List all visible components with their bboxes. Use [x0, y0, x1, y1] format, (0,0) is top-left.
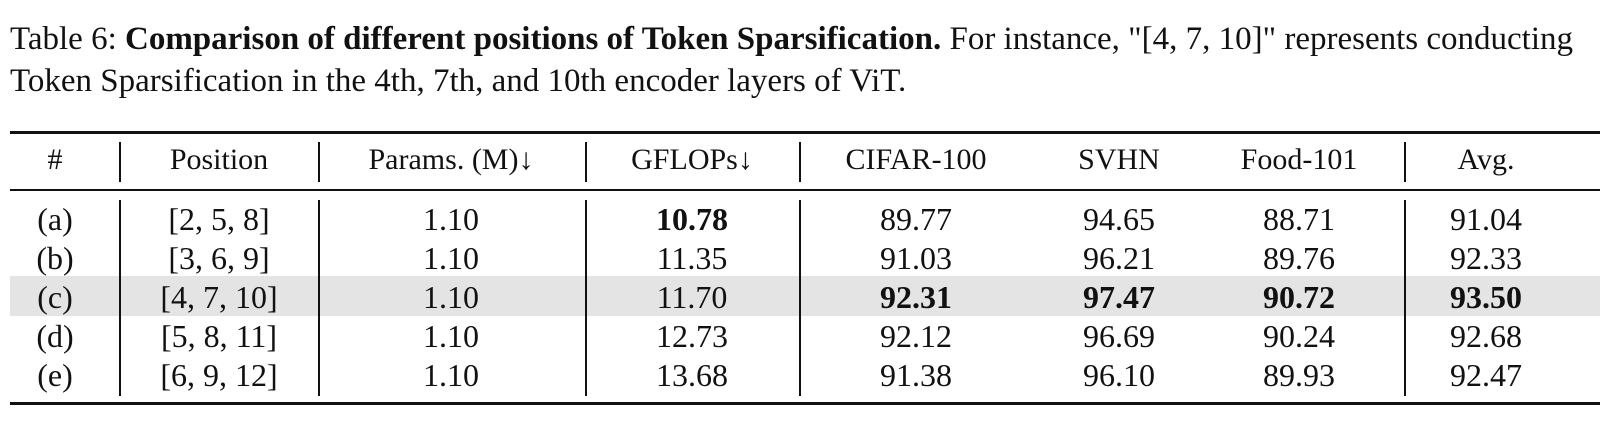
svhn-cell: 96.21 [1083, 240, 1155, 276]
row-id: (a) [37, 201, 73, 237]
cifar100-cell: 89.77 [880, 201, 952, 237]
svhn-cell: 94.65 [1083, 201, 1155, 237]
avg-cell: 93.50 [1450, 279, 1522, 315]
caption-label: Table 6: [10, 21, 125, 57]
position-cell: [2, 5, 8] [168, 201, 270, 237]
row-id: (c) [37, 279, 73, 315]
column-divider [1404, 200, 1406, 396]
cifar100-cell: 91.03 [880, 240, 952, 276]
table-caption: Table 6: Comparison of different positio… [10, 18, 1600, 102]
row-id: (e) [37, 357, 73, 393]
row-id: (d) [36, 318, 74, 354]
params-cell: 1.10 [423, 240, 479, 276]
params-cell: 1.10 [423, 357, 479, 393]
caption-text: For instance, "[4, 7, 10]" represents co… [10, 21, 1574, 99]
bottom-rule [10, 402, 1600, 405]
gflops-cell: 13.68 [656, 357, 728, 393]
header-svhn: SVHN [1078, 143, 1160, 176]
caption-title: Comparison of different positions of Tok… [124, 21, 942, 57]
header-position: Position [169, 143, 269, 176]
params-cell: 1.10 [423, 318, 479, 354]
food101-cell: 88.71 [1263, 201, 1335, 237]
column-divider [799, 142, 801, 182]
header-number: # [47, 143, 63, 176]
gflops-cell: 11.35 [656, 240, 728, 276]
cifar100-cell: 91.38 [880, 357, 952, 393]
gflops-cell: 10.78 [656, 201, 728, 237]
food101-cell: 89.93 [1263, 357, 1335, 393]
header-gflops: GFLOPs↓ [631, 143, 753, 176]
cifar100-cell: 92.31 [880, 279, 952, 315]
svhn-cell: 96.69 [1083, 318, 1155, 354]
row-id: (b) [36, 240, 74, 276]
position-cell: [3, 6, 9] [168, 240, 270, 276]
top-rule [10, 131, 1600, 134]
column-divider [318, 142, 320, 182]
food101-cell: 90.24 [1263, 318, 1335, 354]
header-avg: Avg. [1457, 143, 1515, 176]
avg-cell: 92.68 [1450, 318, 1522, 354]
svhn-cell: 97.47 [1083, 279, 1155, 315]
params-cell: 1.10 [423, 201, 479, 237]
position-cell: [6, 9, 12] [160, 357, 278, 393]
highlighted-row-background [10, 276, 1600, 316]
avg-cell: 91.04 [1450, 201, 1522, 237]
avg-cell: 92.47 [1450, 357, 1522, 393]
params-cell: 1.10 [423, 279, 479, 315]
gflops-cell: 11.70 [656, 279, 728, 315]
header-food101: Food-101 [1240, 143, 1358, 176]
position-cell: [4, 7, 10] [160, 279, 278, 315]
column-divider [318, 200, 320, 396]
column-divider [1404, 142, 1406, 182]
header-cifar100: CIFAR-100 [845, 143, 987, 176]
header-params: Params. (M)↓ [368, 143, 534, 176]
cifar100-cell: 92.12 [880, 318, 952, 354]
position-cell: [5, 8, 11] [160, 318, 278, 354]
food101-cell: 90.72 [1263, 279, 1335, 315]
column-divider [585, 200, 587, 396]
column-divider [585, 142, 587, 182]
gflops-cell: 12.73 [656, 318, 728, 354]
header-rule [10, 189, 1600, 191]
avg-cell: 92.33 [1450, 240, 1522, 276]
column-divider [119, 142, 121, 182]
food101-cell: 89.76 [1263, 240, 1335, 276]
column-divider [799, 200, 801, 396]
svhn-cell: 96.10 [1083, 357, 1155, 393]
column-divider [119, 200, 121, 396]
